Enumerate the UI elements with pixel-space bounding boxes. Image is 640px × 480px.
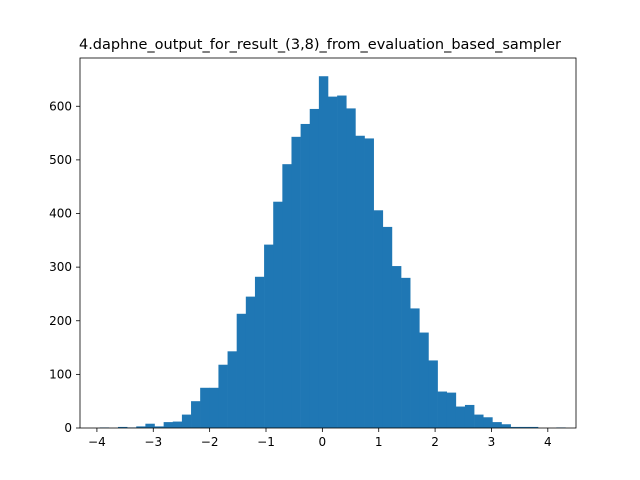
x-tick-label: 2 [431,435,439,449]
histogram-bar [245,296,256,428]
histogram-bar [464,404,475,428]
histogram-bar [200,387,210,428]
y-tick-label: 100 [49,367,72,381]
histogram-bar [218,364,228,428]
histogram-bar [282,164,292,428]
x-tick-label: 3 [488,435,496,449]
histogram-bar [483,417,493,428]
histogram-bar [181,414,192,428]
histogram-bar [209,387,219,428]
x-tick-label: −4 [88,435,106,449]
histogram-bar [136,426,146,428]
x-tick-label: −2 [201,435,219,449]
histogram-bar [364,138,374,428]
chart-title: 4.daphne_output_for_result_(3,8)_from_ev… [79,37,561,53]
x-tick-label: 0 [319,435,327,449]
bars-group [99,76,566,429]
histogram-bar [419,332,429,428]
x-tick-label: 1 [375,435,383,449]
histogram-bar [309,108,320,429]
histogram-bar [291,136,301,428]
y-tick-label: 600 [49,99,72,113]
histogram-bar [346,108,356,429]
histogram-bar [528,426,539,428]
histogram-bar [510,426,521,428]
histogram-bar [428,360,438,428]
histogram-bar [355,135,365,429]
histogram-bar [300,123,311,429]
histogram-bar [391,266,402,428]
histogram-bar [254,276,265,428]
histogram-bar [273,201,283,428]
histogram-bar [145,423,155,428]
histogram-bar [410,308,420,428]
x-tick-label: 4 [544,435,552,449]
histogram-bar [492,422,502,428]
y-tick-label: 200 [49,314,72,328]
y-axis: 0 100 200 300 400 500 600 [49,99,80,435]
histogram-bar [382,226,393,428]
y-tick-label: 0 [64,421,72,435]
histogram-bar [328,96,338,428]
histogram-bar [264,244,274,428]
histogram-bar [227,351,237,428]
histogram-bar [318,76,329,429]
y-tick-label: 400 [49,207,72,221]
histogram-bar [154,426,164,428]
y-tick-label: 500 [49,153,72,167]
histogram-bar [474,414,484,428]
x-axis: −4 −3 −2 −1 0 1 2 3 4 [88,428,552,449]
x-tick-label: −1 [257,435,275,449]
histogram-bar [519,426,530,428]
plot-frame [79,57,577,429]
histogram-bar [437,391,448,428]
histogram-bar [337,95,347,429]
histogram-bar [236,313,247,428]
histogram-bar [373,210,384,428]
histogram-bar [401,277,411,428]
histogram-bar [501,424,511,428]
x-tick-label: −3 [144,435,162,449]
histogram-bar [117,426,128,428]
histogram-bar [163,422,174,428]
histogram-bar [191,401,201,428]
histogram-bar [446,392,457,428]
histogram-bar [455,406,466,428]
y-tick-label: 300 [49,260,72,274]
histogram-bar [172,421,183,428]
